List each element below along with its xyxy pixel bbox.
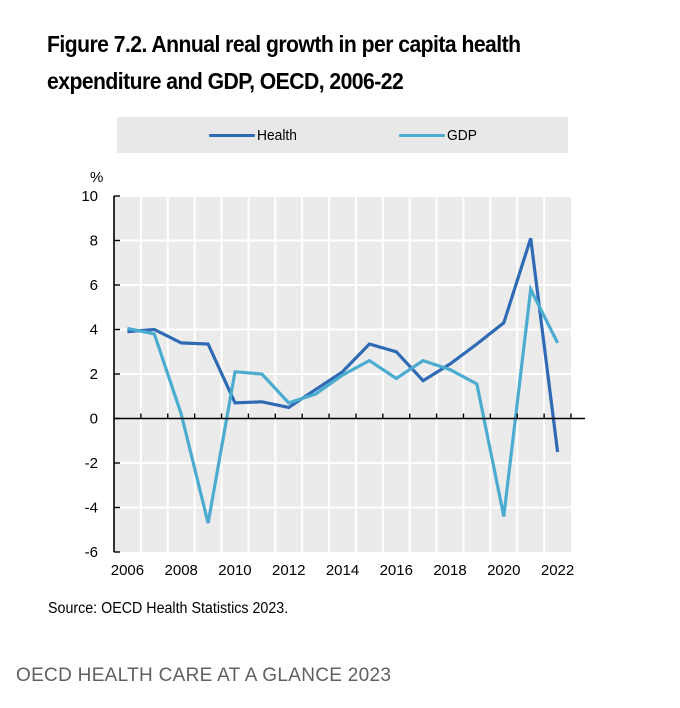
legend-label-health: Health [257, 126, 297, 144]
chart-legend: Health GDP [117, 117, 568, 153]
y-tick-label: -2 [85, 455, 98, 472]
x-tick-label: 2010 [218, 562, 251, 579]
y-tick-label: 2 [90, 366, 98, 383]
x-tick-labels: 2006 2008 2010 2012 2014 2016 2018 2020 2022 [111, 562, 574, 579]
series-layer [127, 237, 560, 524]
source-note: Source: OECD Health Statistics 2023. [48, 600, 289, 617]
legend-item-health: Health [209, 117, 300, 153]
axes [113, 195, 585, 553]
y-tick-label: -4 [85, 500, 98, 517]
x-tick-label: 2006 [111, 562, 144, 579]
figure-title-line-1: Figure 7.2. Annual real growth in per ca… [47, 31, 521, 57]
y-tick-label: 8 [90, 233, 98, 250]
legend-swatch-health [209, 133, 255, 137]
x-tick-label: 2008 [165, 562, 198, 579]
publication-footer: OECD HEALTH CARE AT A GLANCE 2023 [16, 665, 392, 686]
x-tick-label: 2020 [487, 562, 520, 579]
y-tick-labels: -6 -4 -2 0 2 4 6 8 10 [81, 188, 98, 561]
x-tick-label: 2018 [433, 562, 466, 579]
legend-swatch-gdp [399, 133, 445, 137]
series-line-gdp [127, 283, 560, 524]
y-tick-label: -6 [85, 544, 98, 561]
y-tick-label: 6 [90, 277, 98, 294]
figure-title-line-2: expenditure and GDP, OECD, 2006-22 [47, 68, 404, 94]
x-tick-label: 2014 [326, 562, 359, 579]
x-tick-label: 2016 [380, 562, 413, 579]
legend-item-gdp: GDP [399, 117, 480, 153]
y-axis-unit-label: % [90, 169, 103, 186]
series-line-health [127, 237, 560, 453]
x-tick-label: 2022 [541, 562, 574, 579]
figure-title: Figure 7.2. Annual real growth in per ca… [47, 26, 587, 100]
y-tick-label: 10 [81, 188, 98, 205]
y-tick-label: 4 [90, 322, 98, 339]
horizontal-gridlines [114, 195, 571, 509]
x-tick-label: 2012 [272, 562, 305, 579]
line-chart: % -6 -4 -2 0 2 4 6 8 10 2006 2008 2010 2012 2014 2016… [81, 169, 585, 579]
y-tick-label: 0 [90, 411, 98, 428]
legend-label-gdp: GDP [447, 126, 477, 144]
